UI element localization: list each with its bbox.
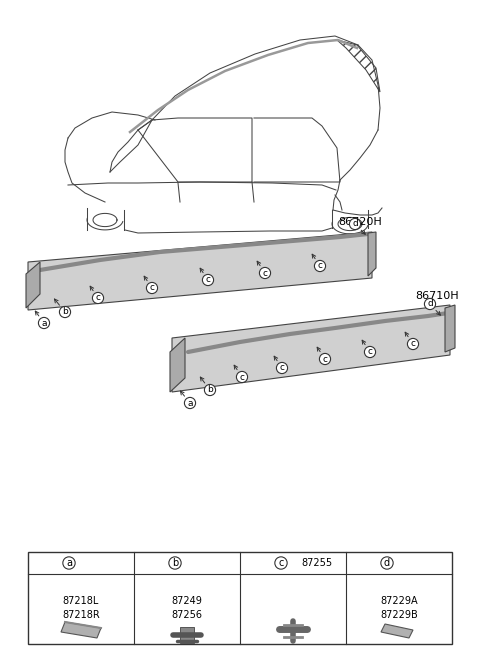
Text: c: c — [362, 340, 372, 356]
Text: a: a — [66, 558, 72, 568]
Text: c: c — [274, 356, 285, 373]
Polygon shape — [381, 624, 413, 638]
Polygon shape — [445, 305, 455, 352]
Text: a: a — [36, 311, 47, 327]
Polygon shape — [26, 262, 40, 308]
Text: b: b — [172, 558, 178, 568]
Text: a: a — [180, 391, 193, 407]
Text: d: d — [384, 558, 390, 568]
Polygon shape — [61, 622, 101, 638]
Polygon shape — [28, 232, 372, 310]
Polygon shape — [180, 627, 194, 643]
Text: 86720H: 86720H — [338, 217, 382, 227]
Text: 87229A
87229B: 87229A 87229B — [380, 596, 418, 620]
Text: d: d — [352, 220, 365, 234]
Text: c: c — [234, 365, 244, 382]
Text: c: c — [144, 276, 155, 293]
Polygon shape — [172, 305, 450, 392]
Text: 87218L
87218R: 87218L 87218R — [62, 596, 100, 620]
Text: b: b — [54, 299, 68, 316]
Text: c: c — [312, 255, 323, 270]
Text: c: c — [405, 332, 416, 348]
Polygon shape — [170, 338, 185, 392]
Text: 87249
87256: 87249 87256 — [171, 596, 203, 620]
Bar — [28, 552, 452, 644]
Text: c: c — [278, 558, 284, 568]
Text: d: d — [427, 300, 440, 315]
Text: b: b — [200, 377, 213, 394]
Text: 86710H: 86710H — [415, 291, 458, 301]
Polygon shape — [368, 232, 376, 276]
Text: c: c — [257, 261, 267, 277]
Text: 87255: 87255 — [301, 558, 332, 568]
Text: c: c — [90, 286, 100, 302]
Text: c: c — [317, 347, 327, 363]
Text: c: c — [200, 268, 211, 285]
